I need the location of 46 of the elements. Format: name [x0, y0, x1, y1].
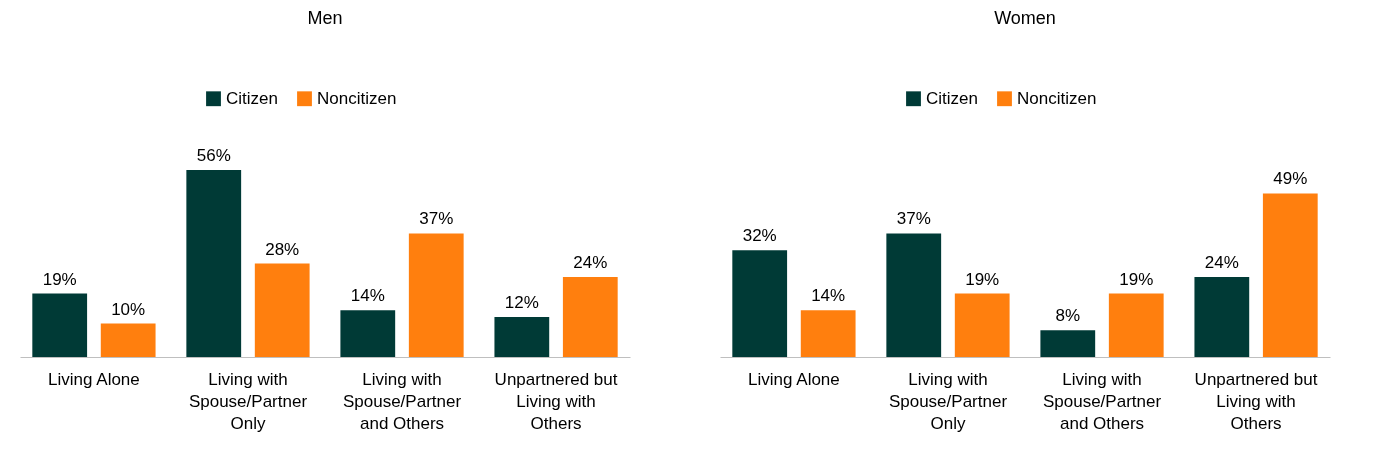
- x-tick-label: Living Alone: [48, 369, 140, 389]
- data-label: 49%: [1273, 169, 1308, 189]
- x-tick-label: Living Alone: [748, 369, 840, 389]
- data-label: 14%: [350, 286, 385, 306]
- bar: [254, 263, 310, 357]
- bar: [408, 233, 464, 357]
- legend-label: Citizen: [226, 88, 278, 108]
- chart-title: Men: [307, 8, 343, 28]
- bar: [1108, 293, 1164, 357]
- bar: [494, 316, 550, 357]
- data-label: 24%: [1204, 252, 1239, 272]
- legend-label: Noncitizen: [1017, 88, 1097, 108]
- bar: [800, 310, 856, 357]
- x-tick-label: Living with Spouse/Partner and Others: [342, 369, 462, 433]
- bar: [562, 276, 618, 357]
- data-label: 8%: [1055, 306, 1081, 326]
- bar: [886, 233, 942, 357]
- data-label: 19%: [42, 269, 77, 289]
- data-label: 37%: [896, 209, 931, 229]
- bar: [32, 293, 88, 357]
- chart-title: Women: [994, 8, 1056, 28]
- data-label: 37%: [419, 209, 454, 229]
- data-label: 24%: [573, 252, 608, 272]
- x-tick-label: Living with Spouse/Partner Only: [888, 369, 1008, 433]
- legend-label: Noncitizen: [317, 88, 397, 108]
- x-tick-label: Living with Spouse/Partner Only: [188, 369, 308, 433]
- data-label: 28%: [265, 239, 300, 259]
- data-label: 56%: [196, 146, 231, 166]
- bar: [100, 323, 156, 357]
- bar: [1262, 193, 1318, 357]
- data-label: 14%: [811, 286, 846, 306]
- bar: [186, 170, 242, 357]
- x-tick-label: Unpartnered but Living with Others: [1194, 369, 1318, 433]
- data-label: 10%: [111, 299, 146, 319]
- data-label: 32%: [742, 226, 777, 246]
- data-label: 19%: [1119, 269, 1154, 289]
- bar: [954, 293, 1010, 357]
- bar: [732, 250, 788, 357]
- legend-label: Citizen: [926, 88, 978, 108]
- data-label: 12%: [504, 292, 539, 312]
- x-tick-label: Unpartnered but Living with Others: [494, 369, 618, 433]
- bar: [1194, 276, 1250, 357]
- x-tick-label: Living with Spouse/Partner and Others: [1042, 369, 1162, 433]
- bar: [340, 310, 396, 357]
- data-label: 19%: [965, 269, 1000, 289]
- bar: [1040, 330, 1096, 357]
